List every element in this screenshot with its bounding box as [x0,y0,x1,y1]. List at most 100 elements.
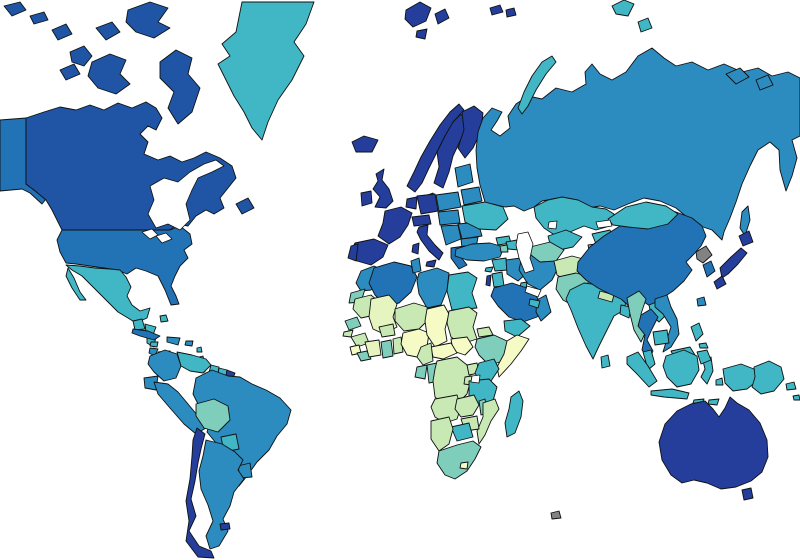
country-germany [416,193,439,215]
island-arctic-nw2 [29,11,49,25]
country-ireland [360,190,373,207]
country-belarus [460,186,483,206]
countries-baltic [454,163,474,188]
island-sulawesi [700,356,714,385]
island-novaya-zemlya [517,55,557,115]
lake-victoria [470,374,481,384]
island-honshu [719,247,748,279]
islands-new-siberian-2 [755,74,774,91]
country-guinea-bissau [342,329,354,338]
country-mongolia [607,201,679,230]
country-jamaica [149,341,159,348]
country-south-korea [702,260,716,278]
islands-svalbard-1 [404,1,432,28]
country-norway [406,103,465,193]
island-hokkaido [738,230,754,247]
islands-falkland [219,522,231,531]
country-jordan [491,271,505,288]
island-mindanao [696,349,712,365]
country-libya [416,267,450,309]
country-angola [430,394,462,424]
island-newfoundland [235,197,255,215]
hudson-bay [147,159,225,231]
islands-franz-josef-1 [489,4,504,16]
country-yemen [503,318,531,338]
mexico-baja-peninsula [65,267,87,301]
island-taiwan [696,296,707,307]
island-arctic-nw1 [3,1,27,17]
country-zambia [454,394,480,418]
island-kyushu [713,275,727,290]
country-niger [394,302,430,332]
country-uae [528,298,541,309]
country-bolivia [195,398,231,433]
country-egypt [446,271,478,311]
country-chile [185,427,215,559]
country-venezuela [176,351,212,374]
persian-gulf [524,285,542,298]
country-sweden [433,113,468,189]
country-greenland [217,1,315,141]
island-hispaniola [166,336,181,346]
country-madagascar [504,390,524,438]
region-west-papua [722,363,758,392]
country-south-africa [436,440,482,480]
country-portugal [347,243,359,262]
country-tunisia [410,257,422,274]
countries-togo-benin [392,336,404,355]
country-cuba [131,328,161,341]
islands-severnaya-zemlya-2 [637,17,653,33]
island-puerto-rico [184,340,194,347]
island-kalimantan [662,349,700,388]
island-baffin [159,49,201,125]
country-israel [485,274,492,287]
country-usa [56,225,193,306]
caspian-sea [515,231,535,274]
islands-antilles-1 [196,346,203,353]
country-iceland [351,135,379,153]
country-mozambique [476,398,500,445]
country-burkina-faso [378,323,396,338]
island-luzon [690,322,704,342]
islands-new-siberian-1 [725,67,750,85]
country-ghana [380,339,394,359]
island-tasmania [741,487,754,501]
country-australia [658,396,769,490]
country-somalia [496,334,530,378]
islands-svalbard-3 [415,28,428,40]
countries-balkans [440,224,462,246]
island-banks [69,45,93,67]
island-ellesmere [125,1,171,39]
country-senegal [344,316,362,331]
country-colombia [147,349,182,382]
island-melville [59,63,81,81]
country-thailand [637,308,659,361]
country-algeria [368,261,418,307]
islands-svalbard-2 [434,8,450,25]
country-bangladesh [619,304,632,319]
country-argentina [198,439,245,550]
country-finland [457,105,484,159]
island-sakhalin [739,205,751,237]
country-liberia [356,350,372,362]
island-queen-elizabeth-2 [51,23,73,41]
country-cameroon [416,342,434,366]
country-vietnam [654,294,680,353]
country-uk [372,168,394,209]
islands-kerguelen [550,510,562,520]
country-botswana [450,422,474,442]
country-armenia [499,244,509,253]
island-new-britain [785,381,797,391]
great-lakes-east [155,232,173,244]
country-poland [435,191,462,212]
islands-franz-josef-2 [505,7,517,18]
country-north-korea [695,245,713,264]
country-cote-divoire [364,339,382,358]
island-sicily [425,259,437,268]
country-ecuador [143,375,159,391]
country-namibia [430,416,454,452]
island-sardinia [411,242,420,255]
country-mexico [65,264,151,324]
